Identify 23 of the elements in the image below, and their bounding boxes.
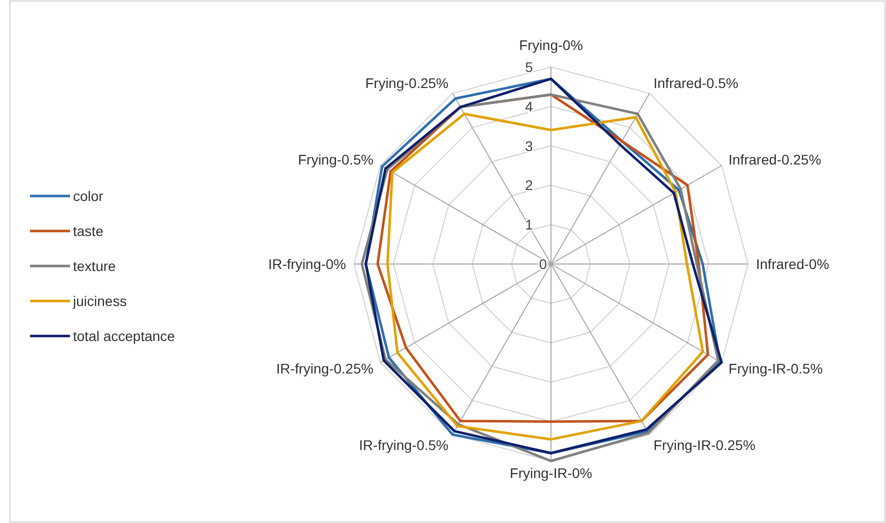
legend-label: taste (73, 223, 104, 239)
spoke-label: Frying-0.25% (365, 75, 448, 91)
spoke-label: IR-frying-0% (268, 256, 346, 272)
legend-label: texture (73, 258, 116, 274)
spoke-label: IR-frying-0.5% (359, 437, 448, 453)
spoke-label: Infrared-0.5% (654, 75, 738, 91)
spoke-label: Frying-0.5% (298, 152, 374, 168)
y-tick-label: 0 (539, 256, 548, 272)
spoke-label: Frying-0% (519, 37, 583, 53)
legend-label: total acceptance (73, 328, 176, 344)
y-tick-label: 3 (525, 138, 534, 154)
spoke-label: Frying-IR-0% (510, 465, 592, 481)
legend-label: juiciness (72, 293, 127, 309)
spoke-label: Infrared-0.25% (728, 152, 822, 168)
y-tick-label: 4 (525, 98, 534, 114)
spoke-label: Infrared-0% (756, 256, 830, 272)
y-tick-label: 1 (525, 216, 534, 233)
spoke-label: IR-frying-0.25% (276, 360, 374, 376)
legend-label: color (73, 188, 104, 204)
spoke-label: Frying-IR-0.25% (654, 437, 756, 453)
y-tick-label: 2 (525, 177, 534, 194)
spoke-label: Frying-IR-0.5% (728, 360, 823, 376)
y-tick-label: 5 (525, 59, 534, 75)
